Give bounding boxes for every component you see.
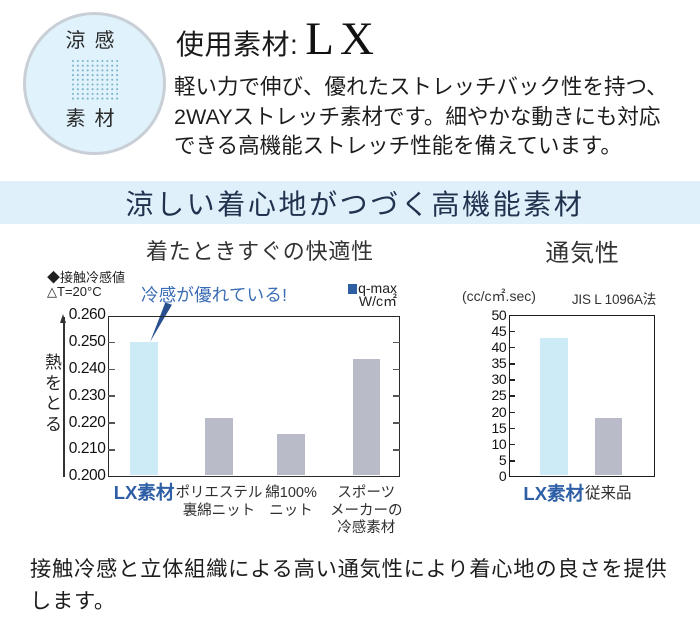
contact-cooling-legend: ◆接触冷感値 △T=20°C	[47, 270, 126, 299]
callout-wedge-icon	[150, 302, 172, 342]
ytick-mark	[508, 330, 516, 333]
ytick-label: 0.230	[68, 386, 106, 404]
dots-pattern-icon	[71, 59, 118, 100]
cooling-callout-text: 冷感が優れている!	[141, 285, 288, 305]
category-label: LX素材	[523, 482, 585, 504]
heat-axis-arrow-head-icon	[60, 313, 67, 323]
ytick-mark	[108, 422, 115, 424]
bar-0-0	[130, 342, 158, 476]
bar-1-1	[594, 417, 622, 476]
ytick-label: 0.210	[68, 440, 106, 458]
intro-description: 軽い力で伸び、優れたストレッチバック性を持つ、 2WAYストレッチ素材です。細や…	[174, 75, 668, 158]
qmax-legend: q-max W/c㎡	[300, 280, 397, 309]
right-chart-title: 通気性	[545, 240, 620, 267]
banner-title: 涼しい着心地がつづく高機能素材	[125, 188, 585, 220]
ytick-mark	[393, 368, 401, 371]
category-label: 綿100% ニット	[265, 485, 317, 519]
qmax-legend-label: q-max	[358, 280, 397, 296]
ytick-mark	[108, 395, 115, 398]
ytick-label: 0	[498, 468, 507, 485]
airflow-chart-plot	[508, 315, 656, 477]
ytick-label: 15	[491, 419, 507, 436]
ytick-label: 40	[491, 338, 507, 355]
ytick-mark	[393, 422, 401, 424]
ytick-label: 45	[491, 322, 507, 339]
jis-method-label: JIS L 1096A法	[571, 292, 656, 307]
ytick-mark	[508, 460, 516, 462]
ytick-mark	[508, 443, 516, 446]
ytick-mark	[393, 395, 401, 398]
ytick-mark	[508, 427, 516, 430]
qmax-legend-marker-icon	[347, 284, 358, 294]
heat-axis-arrow-line	[63, 317, 65, 477]
badge-bottom-label: 素材	[65, 108, 124, 130]
bar-0-2	[277, 433, 305, 476]
category-label: スポーツ メーカーの 冷感素材	[330, 485, 403, 537]
material-name: LX	[305, 13, 380, 65]
badge-top-label: 涼感	[65, 30, 124, 52]
ytick-label: 5	[498, 452, 507, 469]
ytick-mark	[508, 346, 516, 349]
ytick-mark	[508, 363, 516, 365]
ytick-label: 10	[491, 435, 507, 452]
ytick-mark	[393, 449, 401, 451]
ytick-label: 0.260	[68, 305, 106, 323]
ytick-mark	[393, 341, 401, 344]
ytick-mark	[508, 395, 516, 397]
category-label: ポリエステル 裏綿ニット	[175, 485, 263, 519]
bar-0-1	[205, 417, 233, 476]
ytick-mark	[508, 411, 516, 414]
ytick-mark	[108, 449, 115, 451]
qmax-legend-unit: W/c㎡	[358, 293, 397, 309]
section-banner: 涼しい着心地がつづく高機能素材	[0, 181, 700, 224]
ytick-label: 25	[491, 387, 507, 404]
bar-0-3	[352, 358, 380, 476]
ytick-label: 20	[491, 403, 507, 420]
cool-material-badge: 涼感 素材	[23, 12, 166, 155]
bottom-note: 接触冷感と立体組織による高い通気性により着心地の良さを提供 します。	[30, 557, 668, 613]
category-label: 従来品	[584, 485, 632, 502]
ytick-label: 35	[491, 355, 507, 372]
ytick-label: 30	[491, 371, 507, 388]
ytick-mark	[508, 379, 516, 381]
ytick-label: 0.220	[68, 413, 106, 431]
bar-1-0	[540, 337, 568, 476]
left-chart-ylabel: 熱をとる	[45, 353, 62, 434]
airflow-unit-label: (cc/c㎡.sec)	[462, 288, 536, 304]
ytick-label: 0.200	[68, 467, 106, 485]
ytick-label: 0.250	[68, 332, 106, 350]
ytick-label: 0.240	[68, 359, 106, 377]
intro-heading: 使用素材: LX	[176, 12, 380, 66]
material-heading-prefix: 使用素材:	[176, 29, 299, 60]
left-chart-title: 着たときすぐの快適性	[145, 239, 374, 264]
category-label: LX素材	[113, 482, 175, 503]
ytick-mark	[108, 341, 115, 344]
ytick-label: 50	[491, 306, 507, 323]
ytick-mark	[108, 368, 115, 371]
